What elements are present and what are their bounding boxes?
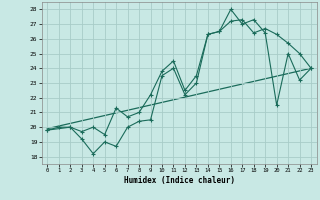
X-axis label: Humidex (Indice chaleur): Humidex (Indice chaleur)	[124, 176, 235, 185]
